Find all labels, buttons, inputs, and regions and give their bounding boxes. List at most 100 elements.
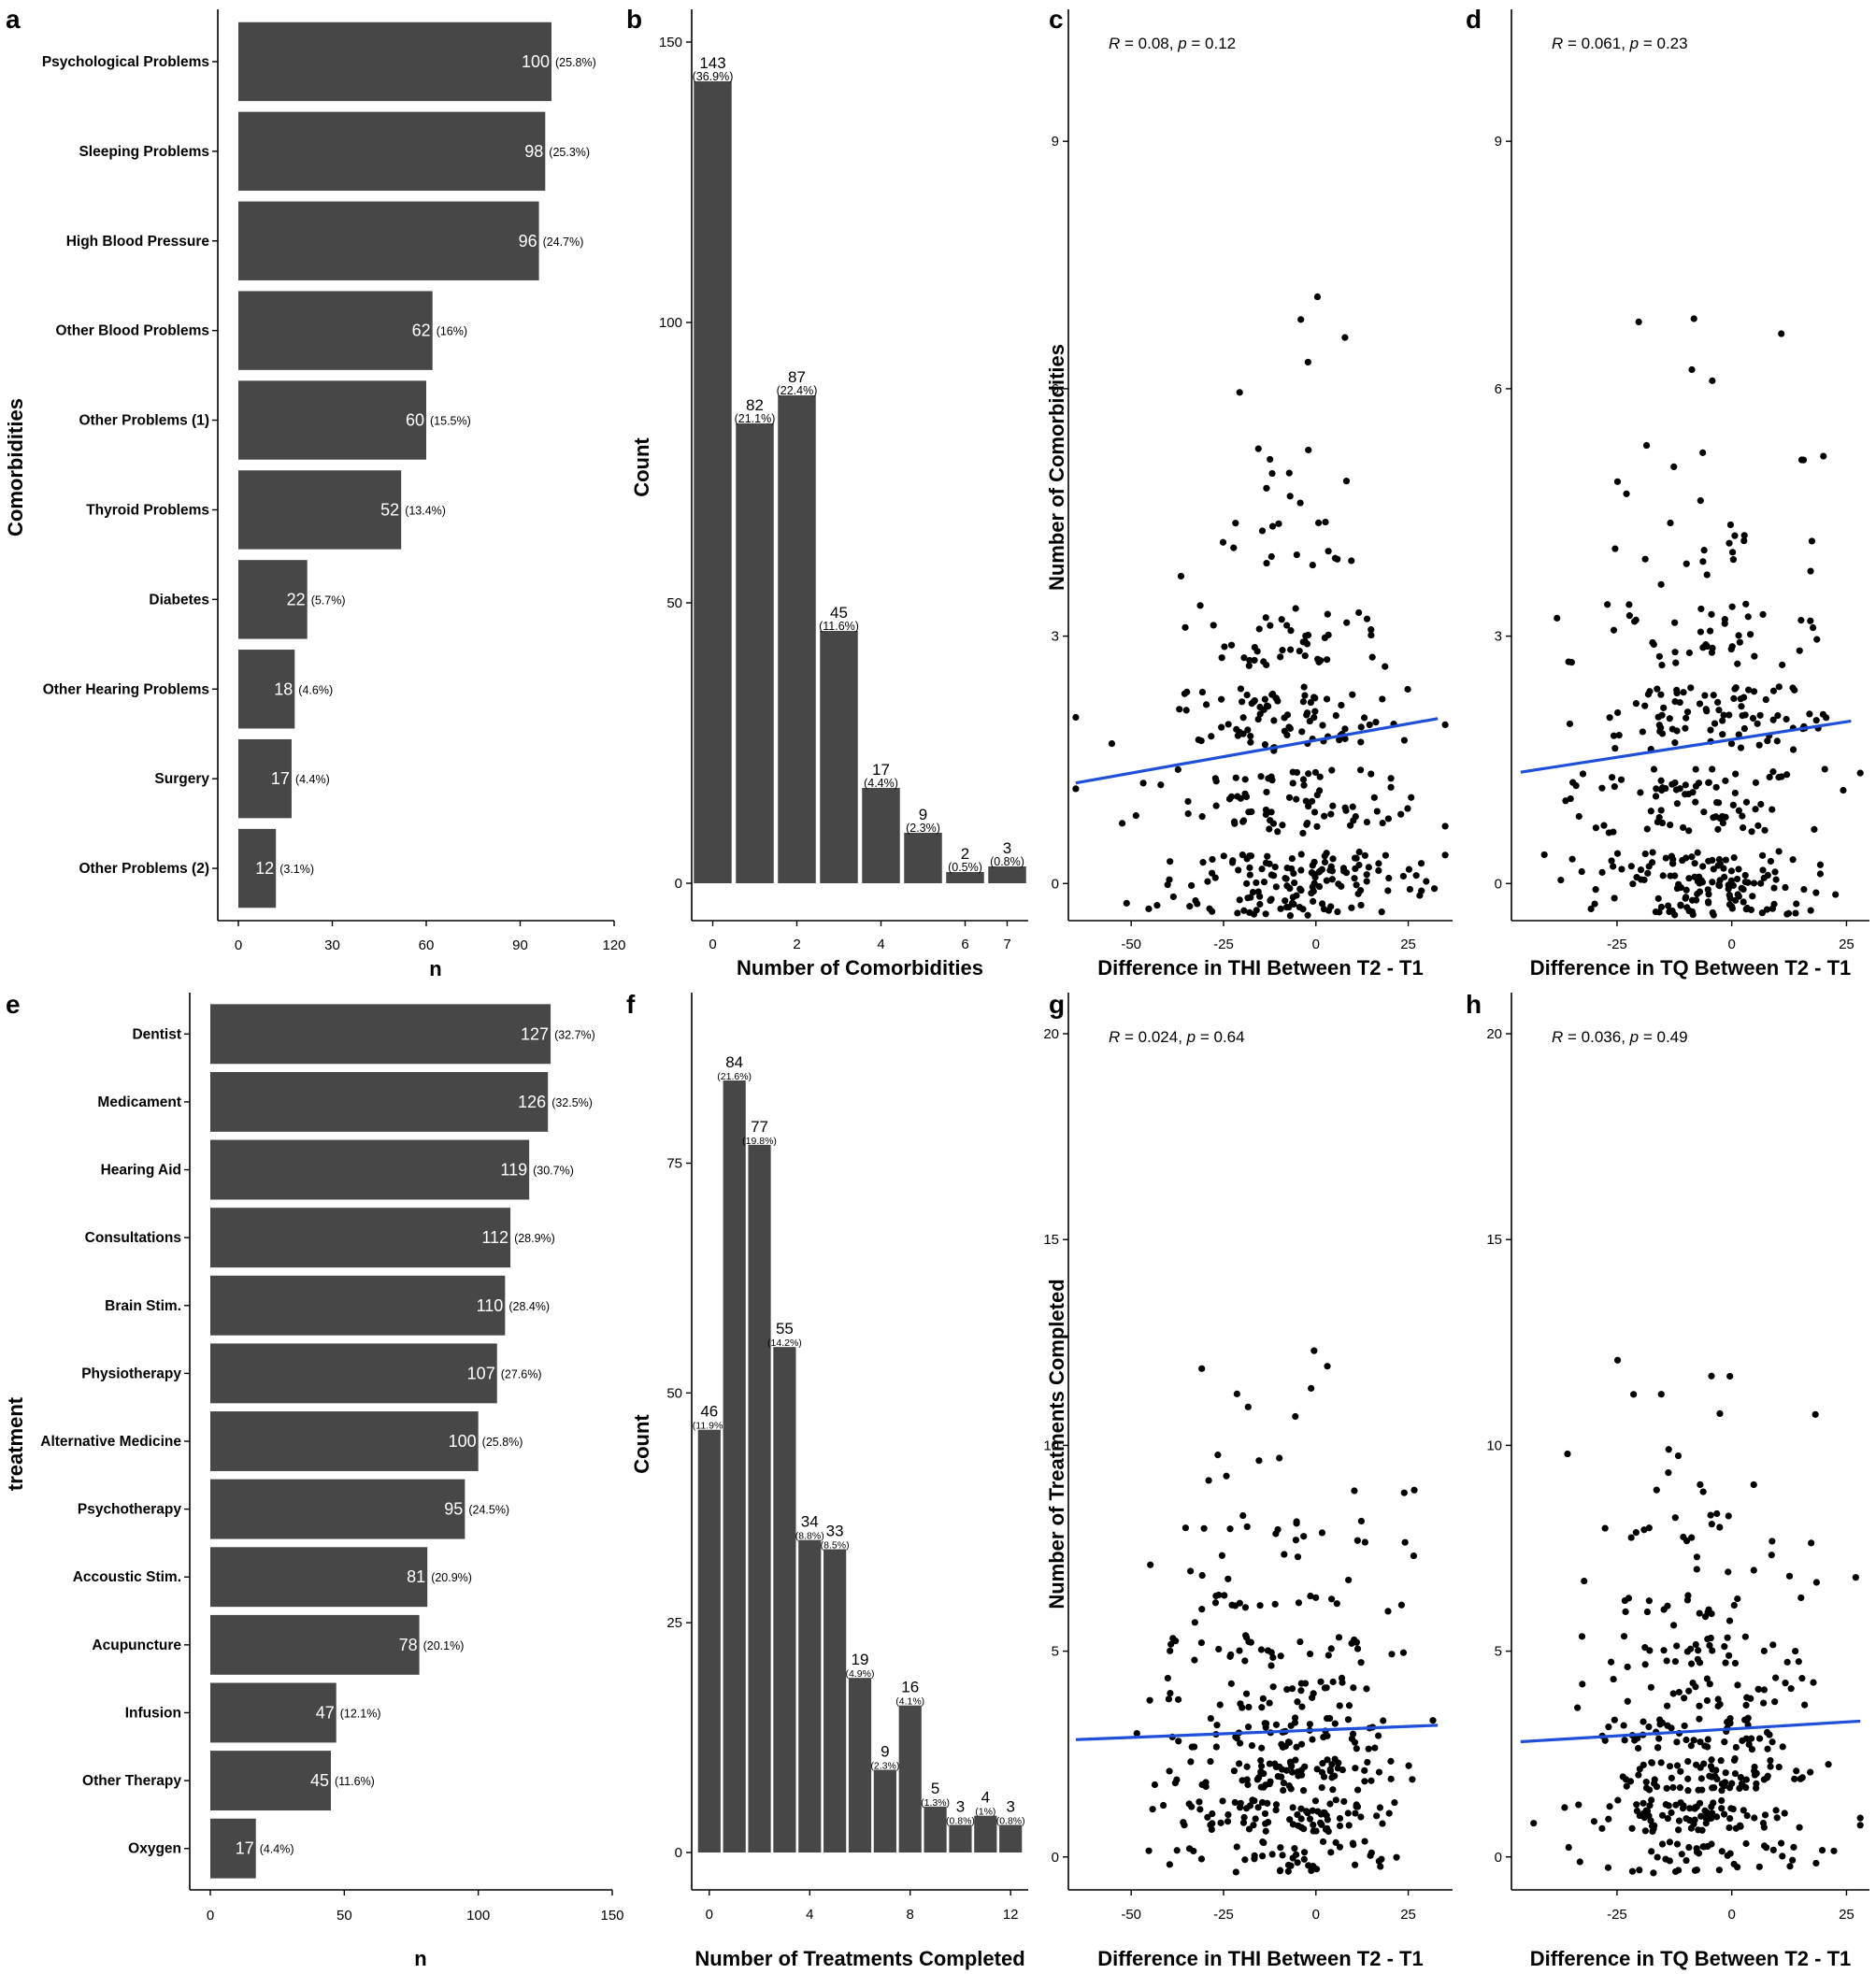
point-d-211: [1610, 828, 1617, 836]
point-h-39: [1604, 1864, 1612, 1871]
point-h-192: [1708, 1756, 1715, 1764]
point-d-212: [1676, 785, 1683, 793]
point-d-372: [1807, 567, 1814, 575]
point-g-1: [1197, 1855, 1206, 1863]
stat-stat_p-h: p: [1629, 1028, 1639, 1046]
point-g-282: [1310, 1690, 1317, 1697]
point-h-305: [1692, 1640, 1699, 1649]
point-d-121: [1759, 851, 1767, 859]
point-d-199: [1662, 784, 1669, 793]
point-h-20: [1565, 1843, 1572, 1852]
pct-label-a-4: (15.5%): [430, 415, 471, 428]
point-c-115: [1412, 872, 1420, 880]
point-g-128: [1252, 1815, 1259, 1823]
point-h-41: [1708, 1840, 1715, 1848]
point-g-199: [1287, 1760, 1295, 1767]
point-d-99: [1733, 875, 1741, 883]
point-c-179: [1397, 810, 1405, 818]
point-c-59: [1325, 907, 1333, 914]
point-g-62: [1224, 1810, 1232, 1819]
point-d-352: [1671, 619, 1679, 626]
point-g-198: [1295, 1772, 1302, 1780]
x-axis-title-g: Difference in THI Between T2 - T1: [1097, 1947, 1423, 1970]
point-c-378: [1285, 469, 1293, 477]
point-h-58: [1713, 1813, 1721, 1821]
point-g-316: [1215, 1645, 1223, 1653]
point-g-5: [1305, 1862, 1312, 1869]
point-c-217: [1387, 775, 1395, 782]
point-d-129: [1668, 860, 1677, 867]
y-tick-label-f-3: 75: [666, 1156, 682, 1172]
point-g-367: [1226, 1525, 1234, 1533]
x-tick-label-e-0: 0: [207, 1908, 214, 1924]
point-g-193: [1285, 1782, 1293, 1790]
point-c-205: [1212, 802, 1220, 809]
point-g-32: [1350, 1841, 1357, 1849]
point-g-312: [1325, 1652, 1332, 1659]
point-c-81: [1256, 900, 1264, 908]
panel-letter-f: f: [626, 990, 636, 1019]
point-h-171: [1684, 1775, 1692, 1782]
pct-label-f-2: (19.8%): [742, 1136, 777, 1147]
point-c-207: [1384, 815, 1392, 822]
stat-stat_text2-g: = 0.64: [1196, 1028, 1244, 1046]
point-c-120: [1352, 865, 1359, 873]
point-h-1: [1666, 1838, 1674, 1846]
point-c-176: [1350, 817, 1357, 824]
pct-label-e-10: (12.1%): [340, 1707, 381, 1720]
point-c-381: [1342, 478, 1351, 485]
point-d-385: [1690, 315, 1697, 322]
pct-label-a-2: (24.7%): [543, 236, 584, 249]
point-g-349: [1281, 1551, 1288, 1558]
point-c-363: [1314, 519, 1323, 527]
point-h-310: [1721, 1643, 1728, 1651]
point-c-310: [1270, 717, 1278, 724]
point-g-88: [1249, 1796, 1256, 1804]
point-d-45: [1782, 883, 1789, 892]
point-g-206: [1331, 1755, 1339, 1763]
category-label-e-1: Medicament: [97, 1094, 181, 1110]
point-g-350: [1294, 1553, 1302, 1561]
x-tick-label-c-3: 25: [1400, 937, 1416, 952]
point-c-290: [1338, 701, 1345, 709]
point-h-230: [1621, 1737, 1628, 1744]
point-g-137: [1151, 1781, 1159, 1789]
point-h-35: [1777, 1839, 1785, 1847]
pct-label-a-6: (5.7%): [311, 594, 346, 607]
point-c-170: [1212, 778, 1220, 785]
point-g-177: [1320, 1773, 1328, 1781]
point-d-74: [1648, 859, 1656, 866]
point-g-110: [1240, 1813, 1248, 1822]
point-c-338: [1262, 614, 1269, 622]
point-h-71: [1561, 1804, 1568, 1811]
point-c-77: [1423, 878, 1430, 885]
point-d-344: [1721, 620, 1728, 627]
value-label-a-1: 98: [524, 142, 543, 161]
bar-b-0: [694, 81, 732, 883]
point-c-329: [1303, 640, 1311, 648]
point-h-168: [1676, 1784, 1683, 1792]
point-d-222: [1840, 786, 1847, 794]
point-h-93: [1650, 1824, 1657, 1833]
point-h-154: [1668, 1774, 1675, 1781]
point-g-246: [1371, 1744, 1379, 1752]
point-c-57: [1250, 910, 1258, 918]
point-g-70: [1309, 1807, 1316, 1814]
point-g-368: [1200, 1524, 1208, 1532]
point-g-176: [1361, 1767, 1368, 1774]
stat-label-d: R = 0.061, p = 0.23: [1552, 35, 1688, 52]
point-h-248: [1605, 1723, 1612, 1731]
point-g-87: [1272, 1807, 1280, 1814]
point-c-371: [1334, 555, 1341, 563]
point-h-179: [1663, 1784, 1670, 1792]
point-d-363: [1808, 537, 1816, 545]
point-c-383: [1304, 358, 1311, 366]
y-tick-label-g-2: 10: [1043, 1438, 1059, 1453]
point-c-160: [1289, 780, 1296, 787]
point-g-243: [1344, 1716, 1353, 1724]
point-g-121: [1385, 1810, 1393, 1817]
point-d-112: [1741, 871, 1749, 880]
point-d-97: [1598, 868, 1606, 876]
point-d-150: [1608, 774, 1616, 781]
point-g-261: [1320, 1733, 1327, 1741]
